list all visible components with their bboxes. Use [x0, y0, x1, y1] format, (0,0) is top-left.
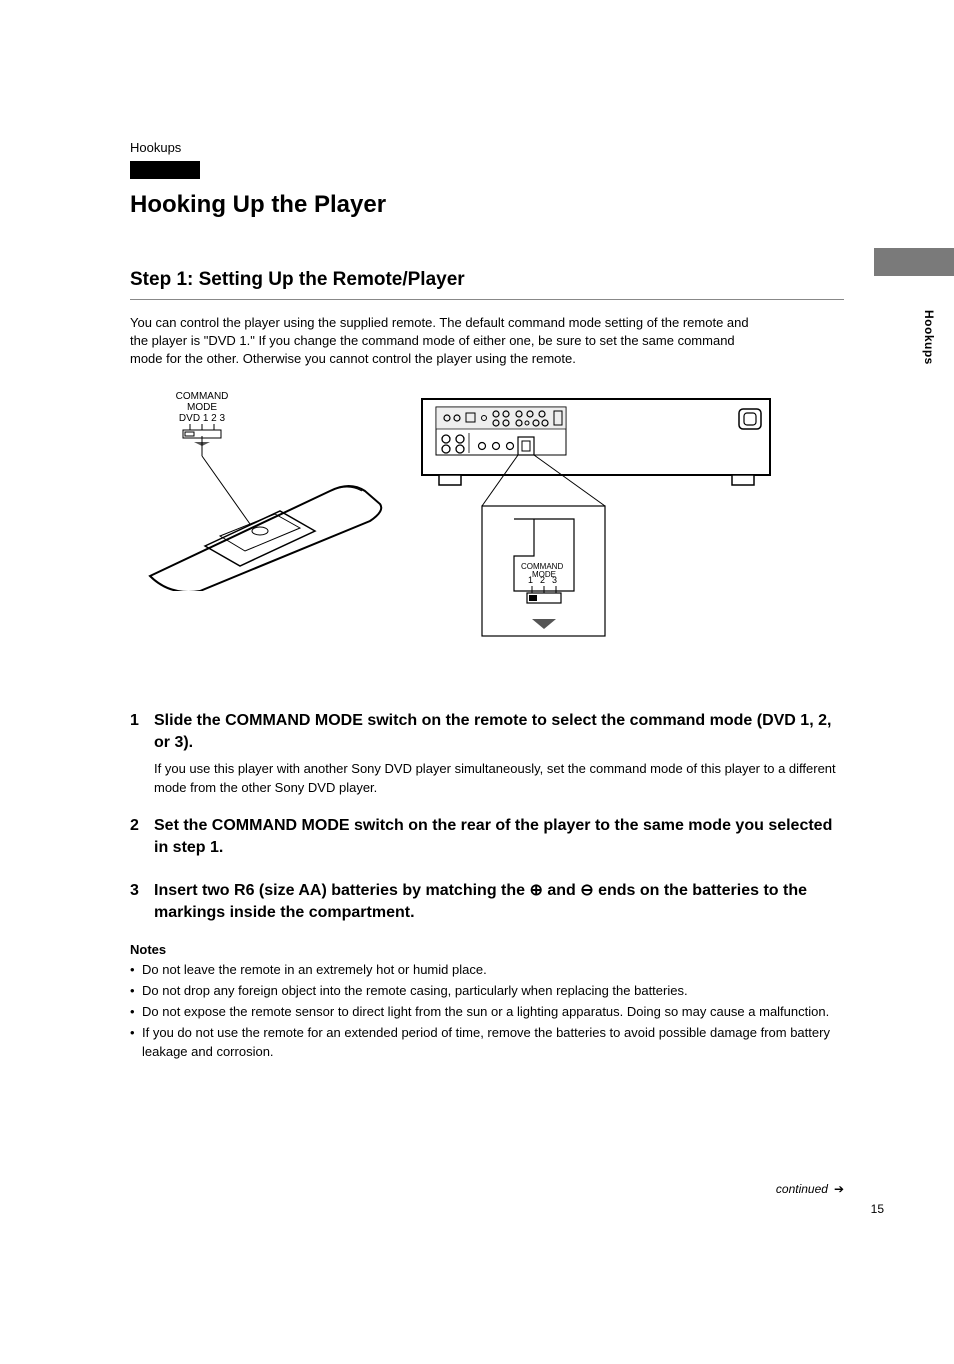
step-num: 2 [130, 815, 154, 860]
step-num: 1 [130, 710, 154, 755]
rear-panel-icon: 1 2 3 COMMAND MODE [414, 391, 784, 676]
side-label: Hookups [922, 310, 936, 365]
step-3: 3 Insert two R6 (size AA) batteries by m… [130, 880, 844, 925]
step-1-note: If you use this player with another Sony… [154, 760, 844, 796]
step-text: Set the COMMAND MODE switch on the rear … [154, 815, 844, 860]
step-num: 3 [130, 880, 154, 925]
page-number: 15 [871, 1202, 884, 1216]
side-tab [874, 248, 954, 276]
step-2: 2 Set the COMMAND MODE switch on the rea… [130, 815, 844, 860]
page-title: Hooking Up the Player [130, 191, 844, 219]
notes-list: Do not leave the remote in an extremely … [130, 961, 844, 1061]
step-1: 1 Slide the COMMAND MODE switch on the r… [130, 710, 844, 755]
intro-text: You can control the player using the sup… [130, 314, 770, 369]
step-text: Insert two R6 (size AA) batteries by mat… [154, 880, 844, 925]
remote-icon [130, 436, 390, 591]
callout-line3: DVD 1 2 3 [175, 413, 229, 424]
divider [130, 299, 844, 300]
continued-text: continued [776, 1182, 828, 1196]
category-label: Hookups [130, 140, 844, 155]
note-item: Do not drop any foreign object into the … [130, 982, 844, 1001]
footer-continued: continued ➔ [130, 1182, 844, 1196]
note-item: Do not expose the remote sensor to direc… [130, 1003, 844, 1022]
note-item: If you do not use the remote for an exte… [130, 1024, 844, 1062]
remote-diagram: COMMAND MODE DVD 1 2 3 [130, 391, 390, 591]
black-bar [130, 161, 200, 179]
notes-title: Notes [130, 942, 844, 957]
rear-panel-diagram: 1 2 3 COMMAND MODE [414, 391, 784, 676]
diagrams-row: COMMAND MODE DVD 1 2 3 [130, 391, 844, 676]
svg-text:MODE: MODE [532, 570, 556, 579]
callout-line1: COMMAND [175, 391, 229, 402]
section-title: Step 1: Setting Up the Remote/Player [130, 269, 844, 291]
arrow-right-icon: ➔ [834, 1182, 844, 1196]
callout-line2: MODE [175, 402, 229, 413]
step-text: Slide the COMMAND MODE switch on the rem… [154, 710, 844, 755]
note-item: Do not leave the remote in an extremely … [130, 961, 844, 980]
